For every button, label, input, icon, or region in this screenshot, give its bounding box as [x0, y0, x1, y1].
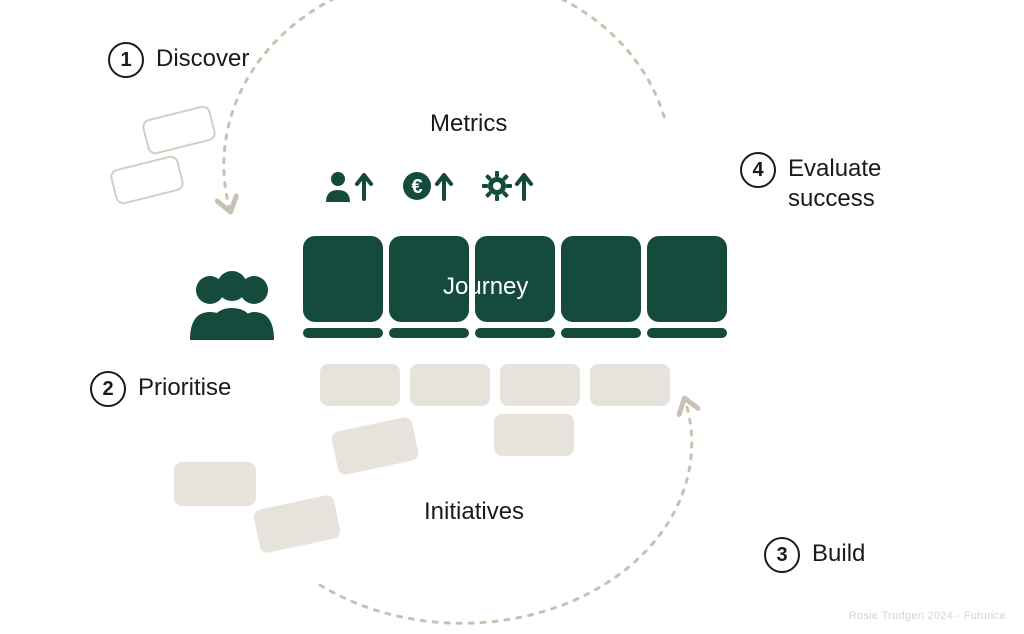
label-initiatives: Initiatives — [424, 498, 524, 526]
metric-gear — [482, 171, 534, 201]
initiative-cards — [320, 364, 670, 406]
stage-discover: 1 Discover — [108, 42, 249, 78]
stage-label: Evaluate success — [788, 152, 881, 214]
gear-icon — [482, 171, 512, 201]
journey-block — [647, 236, 727, 322]
initiative-card — [410, 364, 490, 406]
arrow-up-icon — [434, 171, 454, 201]
metrics-icons: € — [324, 170, 534, 202]
euro-icon: € — [402, 171, 432, 201]
credit-text: Rosie Trudgen 2024 - Futurice — [849, 610, 1006, 622]
metric-user — [324, 170, 374, 202]
stage-prioritise: 2 Prioritise — [90, 371, 231, 407]
people-icon — [186, 270, 278, 342]
stage-label: Prioritise — [138, 371, 231, 403]
svg-text:€: € — [411, 176, 422, 198]
stage-build: 3 Build — [764, 537, 865, 573]
initiative-card — [494, 414, 574, 456]
floating-card — [174, 462, 256, 506]
journey-underbars — [303, 328, 727, 338]
stage-number: 3 — [764, 537, 800, 573]
journey-block — [303, 236, 383, 322]
journey-underbar — [647, 328, 727, 338]
stage-number: 4 — [740, 152, 776, 188]
stage-label: Build — [812, 537, 865, 569]
journey-block — [561, 236, 641, 322]
journey-underbar — [561, 328, 641, 338]
journey-underbar — [303, 328, 383, 338]
stage-label: Discover — [156, 42, 249, 74]
journey-underbar — [389, 328, 469, 338]
stage-number: 2 — [90, 371, 126, 407]
arrow-up-icon — [354, 171, 374, 201]
initiative-card — [590, 364, 670, 406]
stage-evaluate: 4 Evaluate success — [740, 152, 881, 214]
user-icon — [324, 170, 352, 202]
initiative-card — [320, 364, 400, 406]
label-metrics: Metrics — [430, 110, 507, 138]
initiative-card — [500, 364, 580, 406]
stage-number: 1 — [108, 42, 144, 78]
journey-underbar — [475, 328, 555, 338]
journey-label: Journey — [443, 273, 528, 301]
arrow-up-icon — [514, 171, 534, 201]
metric-euro: € — [402, 171, 454, 201]
